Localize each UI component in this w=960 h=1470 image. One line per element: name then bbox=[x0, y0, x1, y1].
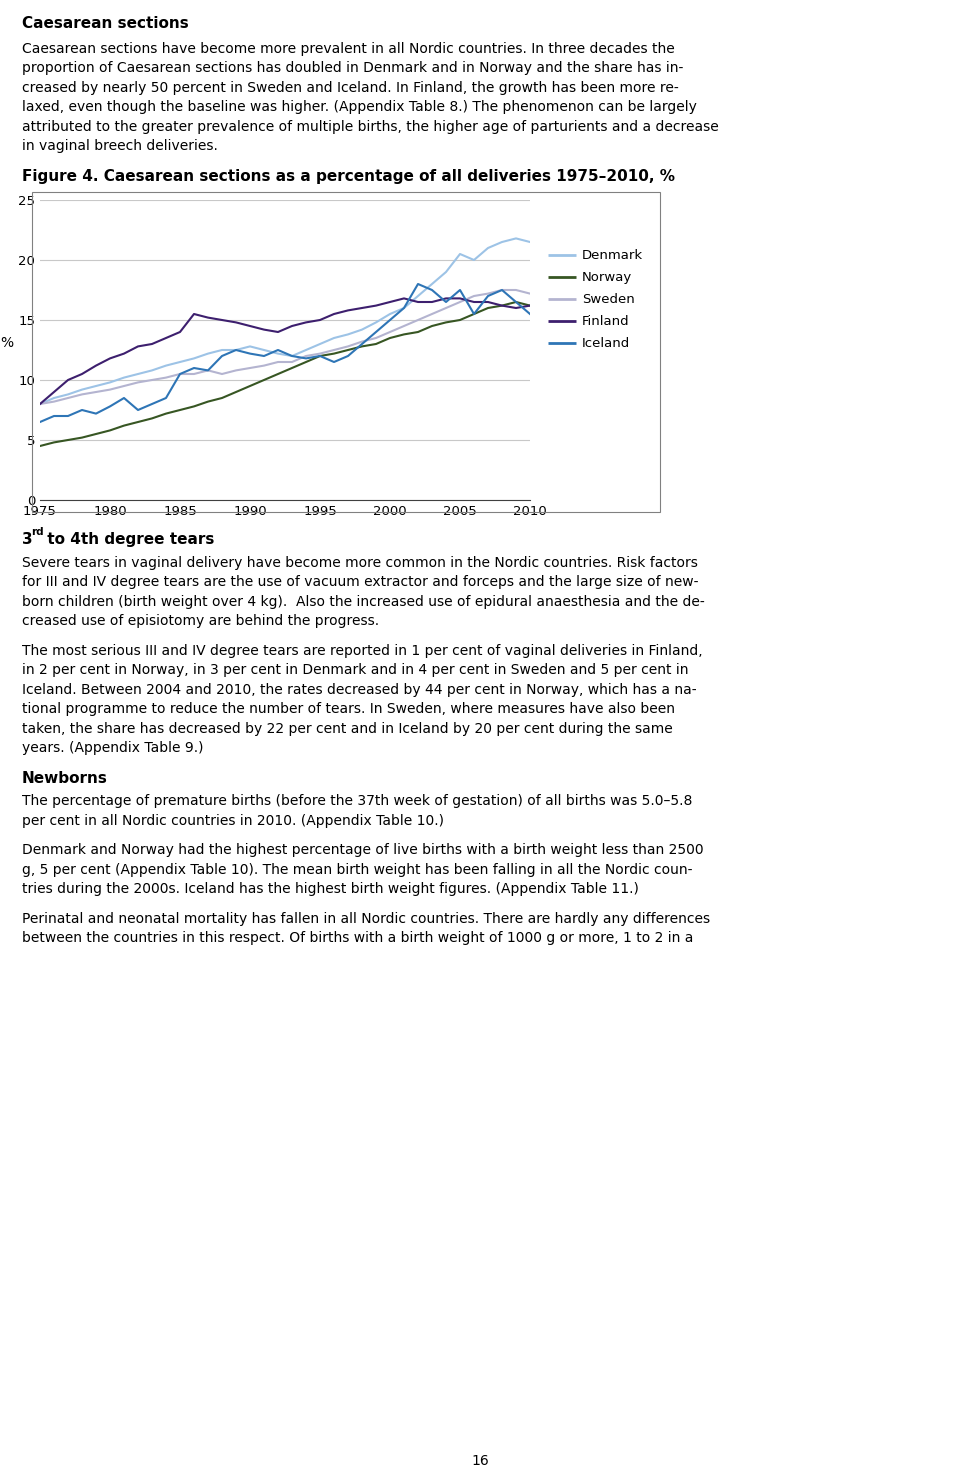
Text: Iceland. Between 2004 and 2010, the rates decreased by 44 per cent in Norway, wh: Iceland. Between 2004 and 2010, the rate… bbox=[22, 682, 697, 697]
Text: rd: rd bbox=[31, 528, 43, 537]
Text: tries during the 2000s. Iceland has the highest birth weight figures. (Appendix : tries during the 2000s. Iceland has the … bbox=[22, 882, 638, 897]
Text: 16: 16 bbox=[471, 1454, 489, 1469]
Text: years. (Appendix Table 9.): years. (Appendix Table 9.) bbox=[22, 741, 204, 756]
Text: in vaginal breech deliveries.: in vaginal breech deliveries. bbox=[22, 140, 218, 153]
Text: attributed to the greater prevalence of multiple births, the higher age of partu: attributed to the greater prevalence of … bbox=[22, 119, 719, 134]
Text: Caesarean sections: Caesarean sections bbox=[22, 16, 189, 31]
Text: The percentage of premature births (before the 37th week of gestation) of all bi: The percentage of premature births (befo… bbox=[22, 794, 692, 809]
Text: born children (birth weight over 4 kg).  Also the increased use of epidural anae: born children (birth weight over 4 kg). … bbox=[22, 594, 705, 609]
Text: Norway: Norway bbox=[582, 270, 633, 284]
Text: to 4th degree tears: to 4th degree tears bbox=[42, 532, 214, 547]
Text: Denmark and Norway had the highest percentage of live births with a birth weight: Denmark and Norway had the highest perce… bbox=[22, 842, 704, 857]
Text: per cent in all Nordic countries in 2010. (Appendix Table 10.): per cent in all Nordic countries in 2010… bbox=[22, 813, 444, 828]
Text: in 2 per cent in Norway, in 3 per cent in Denmark and in 4 per cent in Sweden an: in 2 per cent in Norway, in 3 per cent i… bbox=[22, 663, 688, 678]
Text: The most serious III and IV degree tears are reported in 1 per cent of vaginal d: The most serious III and IV degree tears… bbox=[22, 644, 703, 657]
Text: Figure 4. Caesarean sections as a percentage of all deliveries 1975–2010, %: Figure 4. Caesarean sections as a percen… bbox=[22, 169, 675, 184]
Text: Finland: Finland bbox=[582, 315, 630, 328]
Text: 3: 3 bbox=[22, 532, 33, 547]
Text: Caesarean sections have become more prevalent in all Nordic countries. In three : Caesarean sections have become more prev… bbox=[22, 41, 675, 56]
Text: creased by nearly 50 percent in Sweden and Iceland. In Finland, the growth has b: creased by nearly 50 percent in Sweden a… bbox=[22, 81, 679, 94]
Text: Denmark: Denmark bbox=[582, 248, 643, 262]
Text: proportion of Caesarean sections has doubled in Denmark and in Norway and the sh: proportion of Caesarean sections has dou… bbox=[22, 60, 684, 75]
Text: for III and IV degree tears are the use of vacuum extractor and forceps and the : for III and IV degree tears are the use … bbox=[22, 575, 699, 589]
Text: Severe tears in vaginal delivery have become more common in the Nordic countries: Severe tears in vaginal delivery have be… bbox=[22, 556, 698, 569]
Text: Perinatal and neonatal mortality has fallen in all Nordic countries. There are h: Perinatal and neonatal mortality has fal… bbox=[22, 911, 710, 926]
Text: tional programme to reduce the number of tears. In Sweden, where measures have a: tional programme to reduce the number of… bbox=[22, 703, 675, 716]
Text: taken, the share has decreased by 22 per cent and in Iceland by 20 per cent duri: taken, the share has decreased by 22 per… bbox=[22, 722, 673, 735]
Text: Newborns: Newborns bbox=[22, 770, 108, 785]
Text: g, 5 per cent (Appendix Table 10). The mean birth weight has been falling in all: g, 5 per cent (Appendix Table 10). The m… bbox=[22, 863, 692, 876]
Y-axis label: %: % bbox=[0, 337, 13, 350]
Text: Sweden: Sweden bbox=[582, 293, 635, 306]
Text: between the countries in this respect. Of births with a birth weight of 1000 g o: between the countries in this respect. O… bbox=[22, 931, 693, 945]
Text: creased use of episiotomy are behind the progress.: creased use of episiotomy are behind the… bbox=[22, 614, 379, 628]
Text: laxed, even though the baseline was higher. (Appendix Table 8.) The phenomenon c: laxed, even though the baseline was high… bbox=[22, 100, 697, 115]
Text: Iceland: Iceland bbox=[582, 337, 631, 350]
